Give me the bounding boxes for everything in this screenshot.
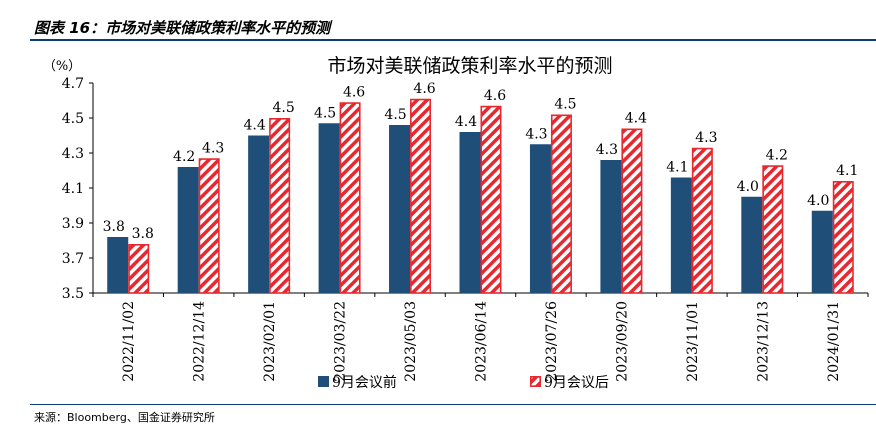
- x-tick-label: 2023/12/13: [755, 301, 771, 382]
- bar-after-meeting: [198, 158, 220, 294]
- x-tick-label: 2023/05/03: [403, 301, 419, 382]
- y-tick-label: 3.9: [62, 216, 84, 232]
- data-label-before: 4.1: [666, 160, 688, 176]
- legend-label-after: 9月会议后: [544, 375, 609, 391]
- data-label-before: 4.5: [384, 107, 406, 123]
- y-tick-label: 3.7: [62, 251, 84, 267]
- x-tick-label: 2023/07/26: [544, 301, 560, 382]
- bar-after-meeting: [339, 102, 361, 294]
- data-label-after: 4.5: [554, 97, 576, 113]
- legend-swatch-after: [529, 375, 541, 387]
- y-axis-unit: （%）: [43, 59, 81, 74]
- y-tick-label: 4.3: [62, 146, 84, 162]
- bar-after-meeting: [269, 118, 291, 294]
- bar-before-meeting: [811, 210, 833, 293]
- data-label-after: 4.1: [836, 163, 858, 179]
- axes: 3.5 3.7 3.9 4.1 4.3 4.5 4.7 2022/11/02 2022/12/1…: [62, 76, 869, 382]
- bar-before-meeting: [459, 132, 481, 293]
- bar-before-meeting: [600, 160, 622, 293]
- bar-after-meeting: [550, 114, 572, 294]
- y-tick-label: 4.1: [62, 181, 84, 197]
- bar-after-meeting: [691, 147, 713, 294]
- bar-before-meeting: [248, 135, 270, 293]
- y-tick-label: 4.5: [62, 111, 84, 127]
- legend: 9月会议前 9月会议后: [318, 374, 609, 391]
- x-tick-label: 2023/02/01: [262, 301, 278, 382]
- footer-rule: [30, 404, 876, 405]
- bar-before-meeting: [318, 123, 340, 293]
- data-label-before: 4.5: [314, 105, 336, 121]
- source-note: 来源：Bloomberg、国金证券研究所: [34, 411, 215, 424]
- bar-after-meeting: [128, 244, 150, 294]
- x-tick-label: 2023/09/20: [614, 301, 630, 382]
- data-label-after: 4.2: [766, 147, 788, 163]
- bar-before-meeting: [107, 237, 129, 293]
- legend-label-before: 9月会议前: [332, 374, 397, 391]
- chart-title: 市场对美联储政策利率水平的预测: [327, 55, 612, 77]
- bars: 3.8 3.8 4.2 4.3 4.4 4.5 4.5 4.6 4.5 4.6 4.4 4.6 4.3 4…: [103, 81, 858, 294]
- bar-before-meeting: [177, 167, 199, 293]
- data-label-before: 3.8: [103, 219, 125, 235]
- data-label-before: 4.2: [173, 149, 195, 165]
- bar-before-meeting: [529, 144, 551, 293]
- y-tick-label: 3.5: [62, 286, 84, 302]
- data-label-after: 4.6: [343, 84, 365, 100]
- figure-label: 图表 16：市场对美联储政策利率水平的预测: [34, 19, 331, 37]
- x-tick-label: 2023/06/14: [474, 301, 490, 382]
- data-label-after: 3.8: [132, 226, 154, 242]
- data-label-after: 4.6: [484, 88, 506, 104]
- data-label-after: 4.5: [273, 100, 295, 116]
- y-tick-label: 4.7: [62, 76, 84, 92]
- bar-after-meeting: [480, 105, 502, 294]
- bar-after-meeting: [410, 98, 432, 294]
- bar-before-meeting: [389, 125, 411, 293]
- data-label-after: 4.6: [413, 81, 435, 97]
- data-label-before: 4.3: [596, 142, 618, 158]
- x-tick-label: 2023/03/22: [333, 301, 349, 382]
- x-tick-label: 2023/11/01: [685, 301, 701, 382]
- data-label-before: 4.4: [455, 114, 477, 130]
- bar-before-meeting: [741, 196, 763, 293]
- figure-header: 图表 16：市场对美联储政策利率水平的预测: [0, 0, 876, 41]
- data-label-after: 4.3: [202, 140, 224, 156]
- x-tick-label: 2022/12/14: [192, 301, 208, 382]
- data-label-before: 4.0: [807, 193, 829, 209]
- bar-before-meeting: [670, 177, 692, 293]
- data-label-after: 4.3: [695, 130, 717, 146]
- legend-swatch-before: [318, 376, 329, 387]
- bar-after-meeting: [832, 181, 854, 294]
- x-tick-label: 2022/11/02: [121, 301, 137, 382]
- data-label-after: 4.4: [625, 111, 647, 127]
- header-rule: [30, 39, 876, 41]
- data-label-before: 4.3: [525, 126, 547, 142]
- bar-after-meeting: [621, 128, 643, 294]
- data-label-before: 4.0: [737, 179, 759, 195]
- data-label-before: 4.4: [244, 118, 266, 134]
- x-tick-label: 2024/01/31: [826, 301, 842, 382]
- bar-after-meeting: [762, 165, 784, 294]
